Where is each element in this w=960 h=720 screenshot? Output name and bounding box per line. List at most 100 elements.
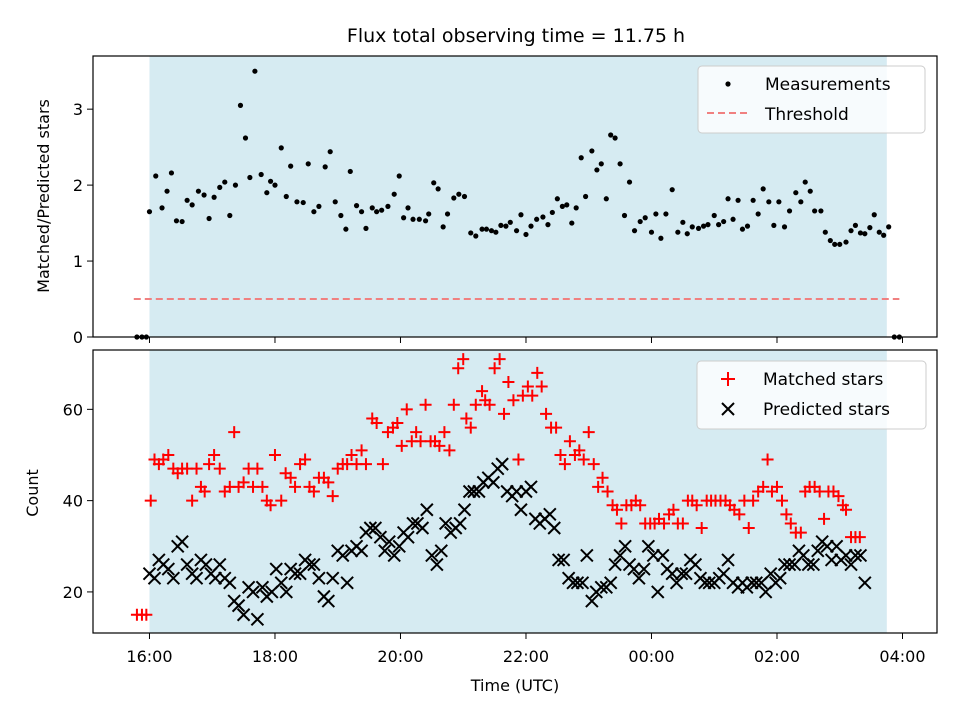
measurement-point [332,199,338,205]
measurement-point [513,228,520,234]
measurement-point [776,199,782,205]
measurement-point [725,196,731,202]
matched-stars-point [289,480,302,493]
matched-stars-point [190,462,203,475]
measurement-point [760,186,766,192]
predicted-stars-point [495,457,509,471]
matched-stars-point [853,531,866,544]
predicted-stars-point [166,571,181,585]
matched-stars-point [757,480,770,493]
predicted-stars-point [811,544,825,558]
measurement-point [247,174,253,181]
predicted-stars-point [250,612,265,627]
predicted-stars-point [782,557,797,572]
measurement-point [211,194,217,200]
matched-stars-point [493,353,506,366]
y-tick-label: 60 [63,400,83,419]
predicted-stars-point [524,480,538,494]
predicted-stars-point [632,571,646,585]
measurement-point [812,208,818,214]
measurement-point [493,229,499,235]
measurement-point [684,231,690,237]
measurement-point [405,205,411,211]
predicted-stars-point [434,544,448,558]
x-tick-label: 18:00 [252,647,298,666]
measurement-point [832,241,838,247]
predicted-stars-point [213,557,227,572]
measurement-point [232,182,239,188]
measurement-point [451,195,457,201]
measurement-point [621,212,628,219]
matched-stars-point [144,494,157,507]
predicted-legend-marker [721,402,735,416]
measurement-point [146,209,153,215]
predicted-stars-point [321,594,336,608]
measurement-point [886,224,892,230]
measurement-point [159,205,165,211]
matched-stars-point [355,444,368,457]
predicted-stars-point [223,576,237,590]
predicted-stars-point [340,576,354,590]
matched-stars-point [469,398,482,411]
measurement-point [648,229,655,235]
measurement-point [802,179,808,185]
measurement-point [422,218,429,224]
matched-stars-point [526,389,539,402]
matched-stars-point [615,517,628,530]
predicted-stars-point [637,562,651,576]
matched-stars-point [577,453,590,466]
matched-stars-point [733,508,746,521]
measurement-point [227,212,233,219]
predicted-stars-point [373,530,388,544]
predicted-stars-point [486,475,501,490]
measurement-point [311,209,317,215]
matched-stars-point [676,517,689,530]
predicted-stars-point [147,571,162,585]
predicted-stars-point [279,585,293,599]
matched-stars-point [596,471,609,484]
measurement-point [294,199,300,205]
measurement-point [594,167,600,173]
measurement-point [401,215,407,221]
x-axis-label: Time (UTC) [470,676,559,695]
predicted-stars-point [618,539,632,553]
matched-stars-point [780,508,793,521]
matched-stars-point [457,353,470,366]
measurement-point [617,161,623,167]
matched-stars-point [634,499,647,512]
ratio-ticks: 0 1 2 3 [73,100,903,347]
ratio-legend-box [697,65,926,134]
predicted-stars-point [161,562,176,576]
predicted-stars-point [585,594,599,608]
measurement-point [837,241,843,247]
measurement-point [300,199,306,206]
measurement-point [153,173,159,179]
legend-measurements: Measurements [765,75,891,95]
measurement-point [549,209,555,216]
ratio-y-axis-label: Matched/Predicted stars [34,99,53,293]
measurement-point [881,232,887,238]
predicted-stars-point [175,535,189,549]
predicted-stars-point [556,553,571,567]
measurement-point [164,188,170,194]
measurement-point [744,223,751,229]
matched-stars-point [203,458,216,471]
ratio-panel: 0 1 2 3 Matched/Predicted stars Measurement… [34,55,938,347]
predicted-stars-point [773,571,787,585]
measurement-point [564,202,570,208]
matched-stars-point [658,517,671,530]
matched-stars-point [395,439,408,452]
measurement-point [416,216,422,222]
measurement-point [578,155,584,161]
predicted-stars-point [806,557,821,572]
measurement-point [540,214,546,220]
measurement-point [750,197,756,203]
predicted-stars-point [551,553,566,567]
matched-stars-point [237,476,250,489]
matched-stars-point [601,485,614,498]
measurement-point [545,222,551,228]
matched-legend-marker [721,372,735,386]
measurement-point [573,205,579,211]
measurement-point [217,184,223,190]
matched-stars-point [488,362,501,375]
